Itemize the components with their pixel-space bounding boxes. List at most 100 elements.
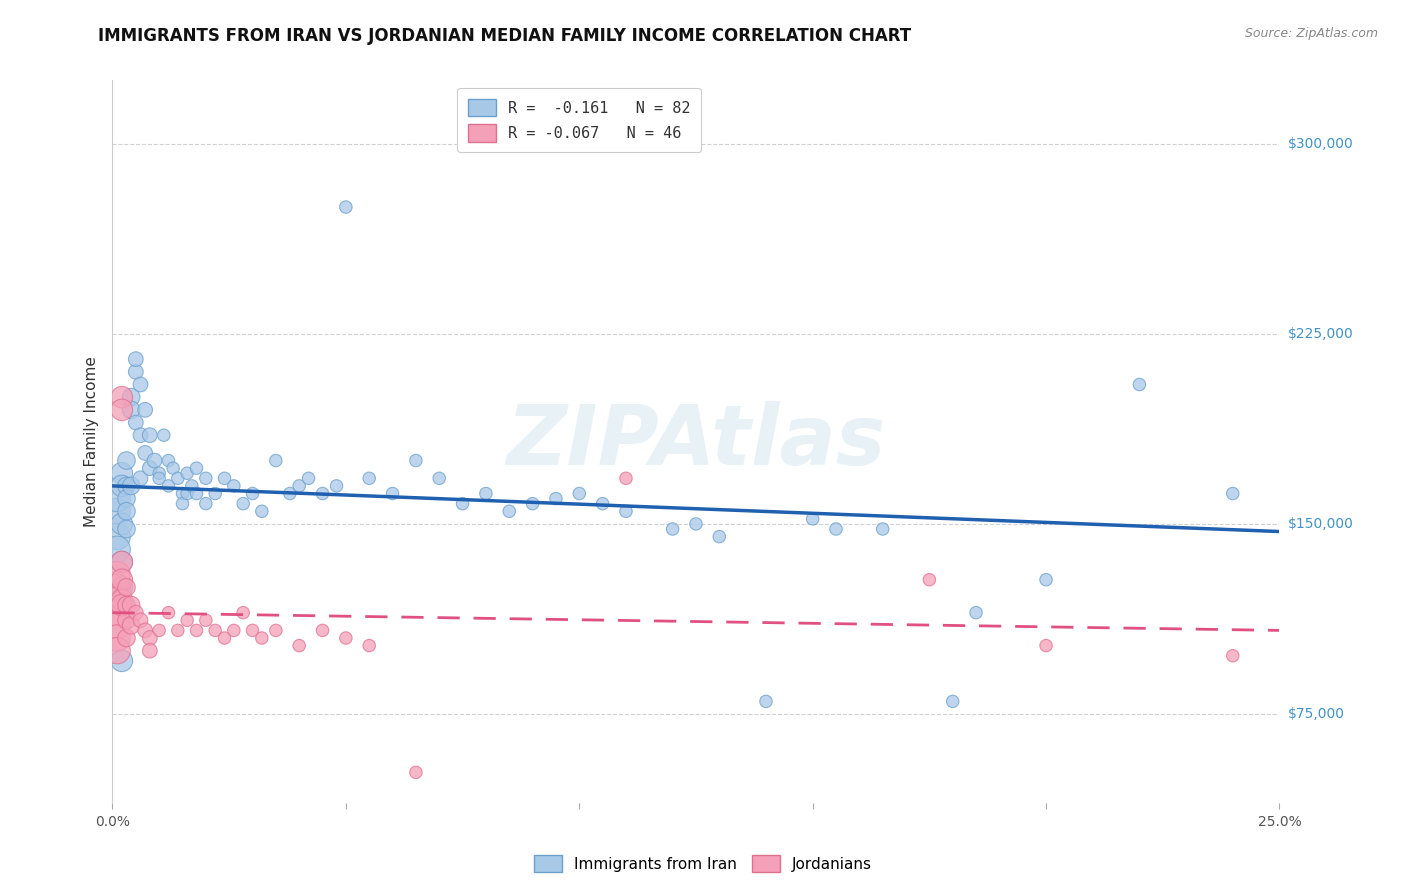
Point: [139, 428, 162, 442]
Point: [157, 479, 180, 493]
Text: Source: ZipAtlas.com: Source: ZipAtlas.com: [1244, 27, 1378, 40]
Point: [105, 618, 128, 632]
Point: [568, 486, 591, 500]
Point: [176, 486, 198, 500]
Point: [105, 567, 128, 582]
Point: [111, 467, 134, 481]
Point: [111, 390, 134, 404]
Point: [125, 606, 148, 620]
Point: [222, 479, 245, 493]
Point: [115, 613, 138, 627]
Point: [288, 639, 311, 653]
Point: [105, 504, 128, 518]
Point: [129, 471, 152, 485]
Point: [115, 504, 138, 518]
Legend: Immigrants from Iran, Jordanians: Immigrants from Iran, Jordanians: [527, 847, 879, 880]
Point: [157, 606, 180, 620]
Point: [1035, 639, 1057, 653]
Point: [120, 402, 142, 417]
Point: [120, 618, 142, 632]
Point: [125, 365, 148, 379]
Text: $225,000: $225,000: [1288, 326, 1354, 341]
Y-axis label: Median Family Income: Median Family Income: [84, 356, 100, 527]
Point: [825, 522, 848, 536]
Point: [148, 471, 170, 485]
Point: [278, 486, 301, 500]
Point: [129, 428, 152, 442]
Point: [214, 631, 236, 645]
Point: [186, 486, 208, 500]
Point: [120, 390, 142, 404]
Point: [148, 467, 170, 481]
Point: [250, 504, 273, 518]
Point: [288, 479, 311, 493]
Text: $150,000: $150,000: [1288, 517, 1354, 531]
Point: [111, 598, 134, 612]
Point: [522, 497, 544, 511]
Point: [134, 624, 156, 638]
Point: [115, 479, 138, 493]
Point: [872, 522, 894, 536]
Point: [661, 522, 683, 536]
Point: [335, 631, 357, 645]
Point: [685, 516, 707, 531]
Point: [405, 765, 427, 780]
Point: [115, 491, 138, 506]
Point: [1222, 648, 1244, 663]
Point: [115, 453, 138, 467]
Point: [311, 486, 333, 500]
Point: [111, 580, 134, 594]
Point: [162, 461, 184, 475]
Point: [614, 504, 637, 518]
Point: [359, 471, 381, 485]
Text: $300,000: $300,000: [1288, 136, 1354, 151]
Point: [297, 471, 319, 485]
Point: [918, 573, 941, 587]
Point: [134, 402, 156, 417]
Point: [335, 200, 357, 214]
Point: [1035, 573, 1057, 587]
Point: [105, 542, 128, 557]
Point: [451, 497, 474, 511]
Point: [166, 471, 188, 485]
Point: [115, 598, 138, 612]
Point: [129, 613, 152, 627]
Point: [125, 416, 148, 430]
Point: [186, 461, 208, 475]
Point: [427, 471, 450, 485]
Point: [111, 573, 134, 587]
Point: [176, 467, 198, 481]
Point: [139, 643, 162, 657]
Point: [139, 461, 162, 475]
Point: [264, 624, 287, 638]
Point: [359, 639, 381, 653]
Point: [544, 491, 567, 506]
Point: [475, 486, 498, 500]
Point: [111, 402, 134, 417]
Point: [172, 497, 194, 511]
Point: [125, 352, 148, 367]
Point: [214, 471, 236, 485]
Point: [105, 580, 128, 594]
Point: [111, 654, 134, 668]
Point: [105, 491, 128, 506]
Legend: R =  -0.161   N = 82, R = -0.067   N = 46: R = -0.161 N = 82, R = -0.067 N = 46: [457, 88, 702, 153]
Point: [157, 453, 180, 467]
Point: [105, 606, 128, 620]
Point: [120, 479, 142, 493]
Point: [965, 606, 987, 620]
Point: [232, 606, 254, 620]
Point: [1222, 486, 1244, 500]
Point: [172, 486, 194, 500]
Point: [115, 631, 138, 645]
Point: [120, 598, 142, 612]
Point: [148, 624, 170, 638]
Point: [709, 530, 731, 544]
Text: ZIPAtlas: ZIPAtlas: [506, 401, 886, 482]
Text: IMMIGRANTS FROM IRAN VS JORDANIAN MEDIAN FAMILY INCOME CORRELATION CHART: IMMIGRANTS FROM IRAN VS JORDANIAN MEDIAN…: [98, 27, 911, 45]
Point: [111, 516, 134, 531]
Point: [153, 428, 176, 442]
Point: [105, 643, 128, 657]
Point: [194, 613, 217, 627]
Point: [222, 624, 245, 638]
